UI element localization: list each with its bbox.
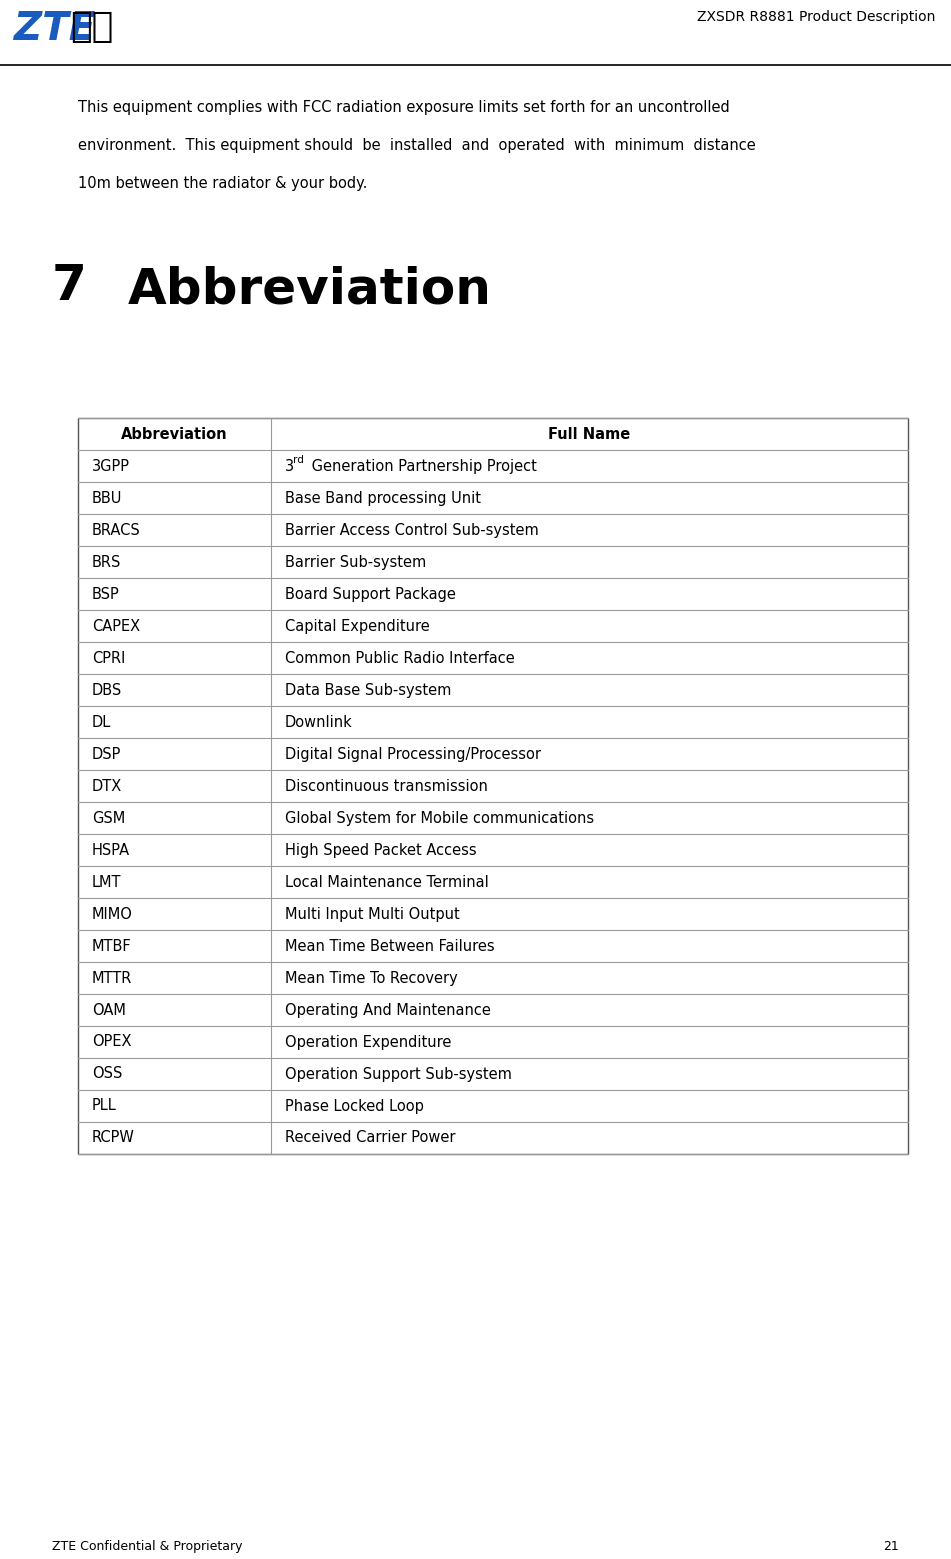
Text: Mean Time Between Failures: Mean Time Between Failures <box>284 939 495 954</box>
Text: Common Public Radio Interface: Common Public Radio Interface <box>284 650 514 666</box>
Text: OSS: OSS <box>92 1066 123 1082</box>
Text: Phase Locked Loop: Phase Locked Loop <box>284 1099 423 1113</box>
Text: Board Support Package: Board Support Package <box>284 586 456 602</box>
Text: Digital Signal Processing/Processor: Digital Signal Processing/Processor <box>284 747 540 761</box>
Text: Discontinuous transmission: Discontinuous transmission <box>284 778 488 794</box>
Text: BRACS: BRACS <box>92 522 141 538</box>
Text: Mean Time To Recovery: Mean Time To Recovery <box>284 971 457 985</box>
Text: BBU: BBU <box>92 491 123 505</box>
Text: HSPA: HSPA <box>92 842 130 857</box>
Text: CPRI: CPRI <box>92 650 126 666</box>
Text: rd: rd <box>293 455 304 465</box>
Text: 3GPP: 3GPP <box>92 458 130 474</box>
Text: DSP: DSP <box>92 747 122 761</box>
Text: OAM: OAM <box>92 1002 126 1018</box>
Text: Capital Expenditure: Capital Expenditure <box>284 619 429 633</box>
Text: Abbreviation: Abbreviation <box>121 427 227 441</box>
Text: Base Band processing Unit: Base Band processing Unit <box>284 491 480 505</box>
Text: Operation Expenditure: Operation Expenditure <box>284 1035 451 1049</box>
Text: RCPW: RCPW <box>92 1130 135 1146</box>
Text: BRS: BRS <box>92 555 122 569</box>
Text: PLL: PLL <box>92 1099 117 1113</box>
Text: ZXSDR R8881 Product Description: ZXSDR R8881 Product Description <box>697 9 935 23</box>
Text: High Speed Packet Access: High Speed Packet Access <box>284 842 476 857</box>
Text: 10m between the radiator & your body.: 10m between the radiator & your body. <box>78 176 367 192</box>
Text: ZTE Confidential & Proprietary: ZTE Confidential & Proprietary <box>52 1540 243 1553</box>
Text: Operation Support Sub-system: Operation Support Sub-system <box>284 1066 512 1082</box>
Text: Operating And Maintenance: Operating And Maintenance <box>284 1002 491 1018</box>
Text: environment.  This equipment should  be  installed  and  operated  with  minimum: environment. This equipment should be in… <box>78 139 756 153</box>
Text: Abbreviation: Abbreviation <box>128 265 492 313</box>
Text: 中兴: 中兴 <box>70 9 113 44</box>
Text: 3: 3 <box>284 458 294 474</box>
Text: 7: 7 <box>52 262 87 310</box>
Text: Barrier Sub-system: Barrier Sub-system <box>284 555 426 569</box>
Text: GSM: GSM <box>92 811 126 826</box>
Text: Global System for Mobile communications: Global System for Mobile communications <box>284 811 593 826</box>
Text: Local Maintenance Terminal: Local Maintenance Terminal <box>284 875 488 890</box>
Text: LMT: LMT <box>92 875 122 890</box>
Text: Data Base Sub-system: Data Base Sub-system <box>284 683 451 697</box>
Text: DBS: DBS <box>92 683 123 697</box>
Text: DTX: DTX <box>92 778 123 794</box>
Text: MTTR: MTTR <box>92 971 132 985</box>
Text: 21: 21 <box>883 1540 899 1553</box>
Text: CAPEX: CAPEX <box>92 619 140 633</box>
Text: Multi Input Multi Output: Multi Input Multi Output <box>284 906 459 921</box>
Text: Received Carrier Power: Received Carrier Power <box>284 1130 456 1146</box>
Text: DL: DL <box>92 714 111 730</box>
Text: Barrier Access Control Sub-system: Barrier Access Control Sub-system <box>284 522 538 538</box>
Text: MIMO: MIMO <box>92 906 133 921</box>
Text: MTBF: MTBF <box>92 939 131 954</box>
Text: This equipment complies with FCC radiation exposure limits set forth for an unco: This equipment complies with FCC radiati… <box>78 100 729 115</box>
Text: ZTE: ZTE <box>14 9 95 48</box>
Bar <box>78 418 908 1154</box>
Text: Generation Partnership Project: Generation Partnership Project <box>306 458 536 474</box>
Text: Downlink: Downlink <box>284 714 352 730</box>
Text: OPEX: OPEX <box>92 1035 131 1049</box>
Text: Full Name: Full Name <box>548 427 631 441</box>
Text: BSP: BSP <box>92 586 120 602</box>
